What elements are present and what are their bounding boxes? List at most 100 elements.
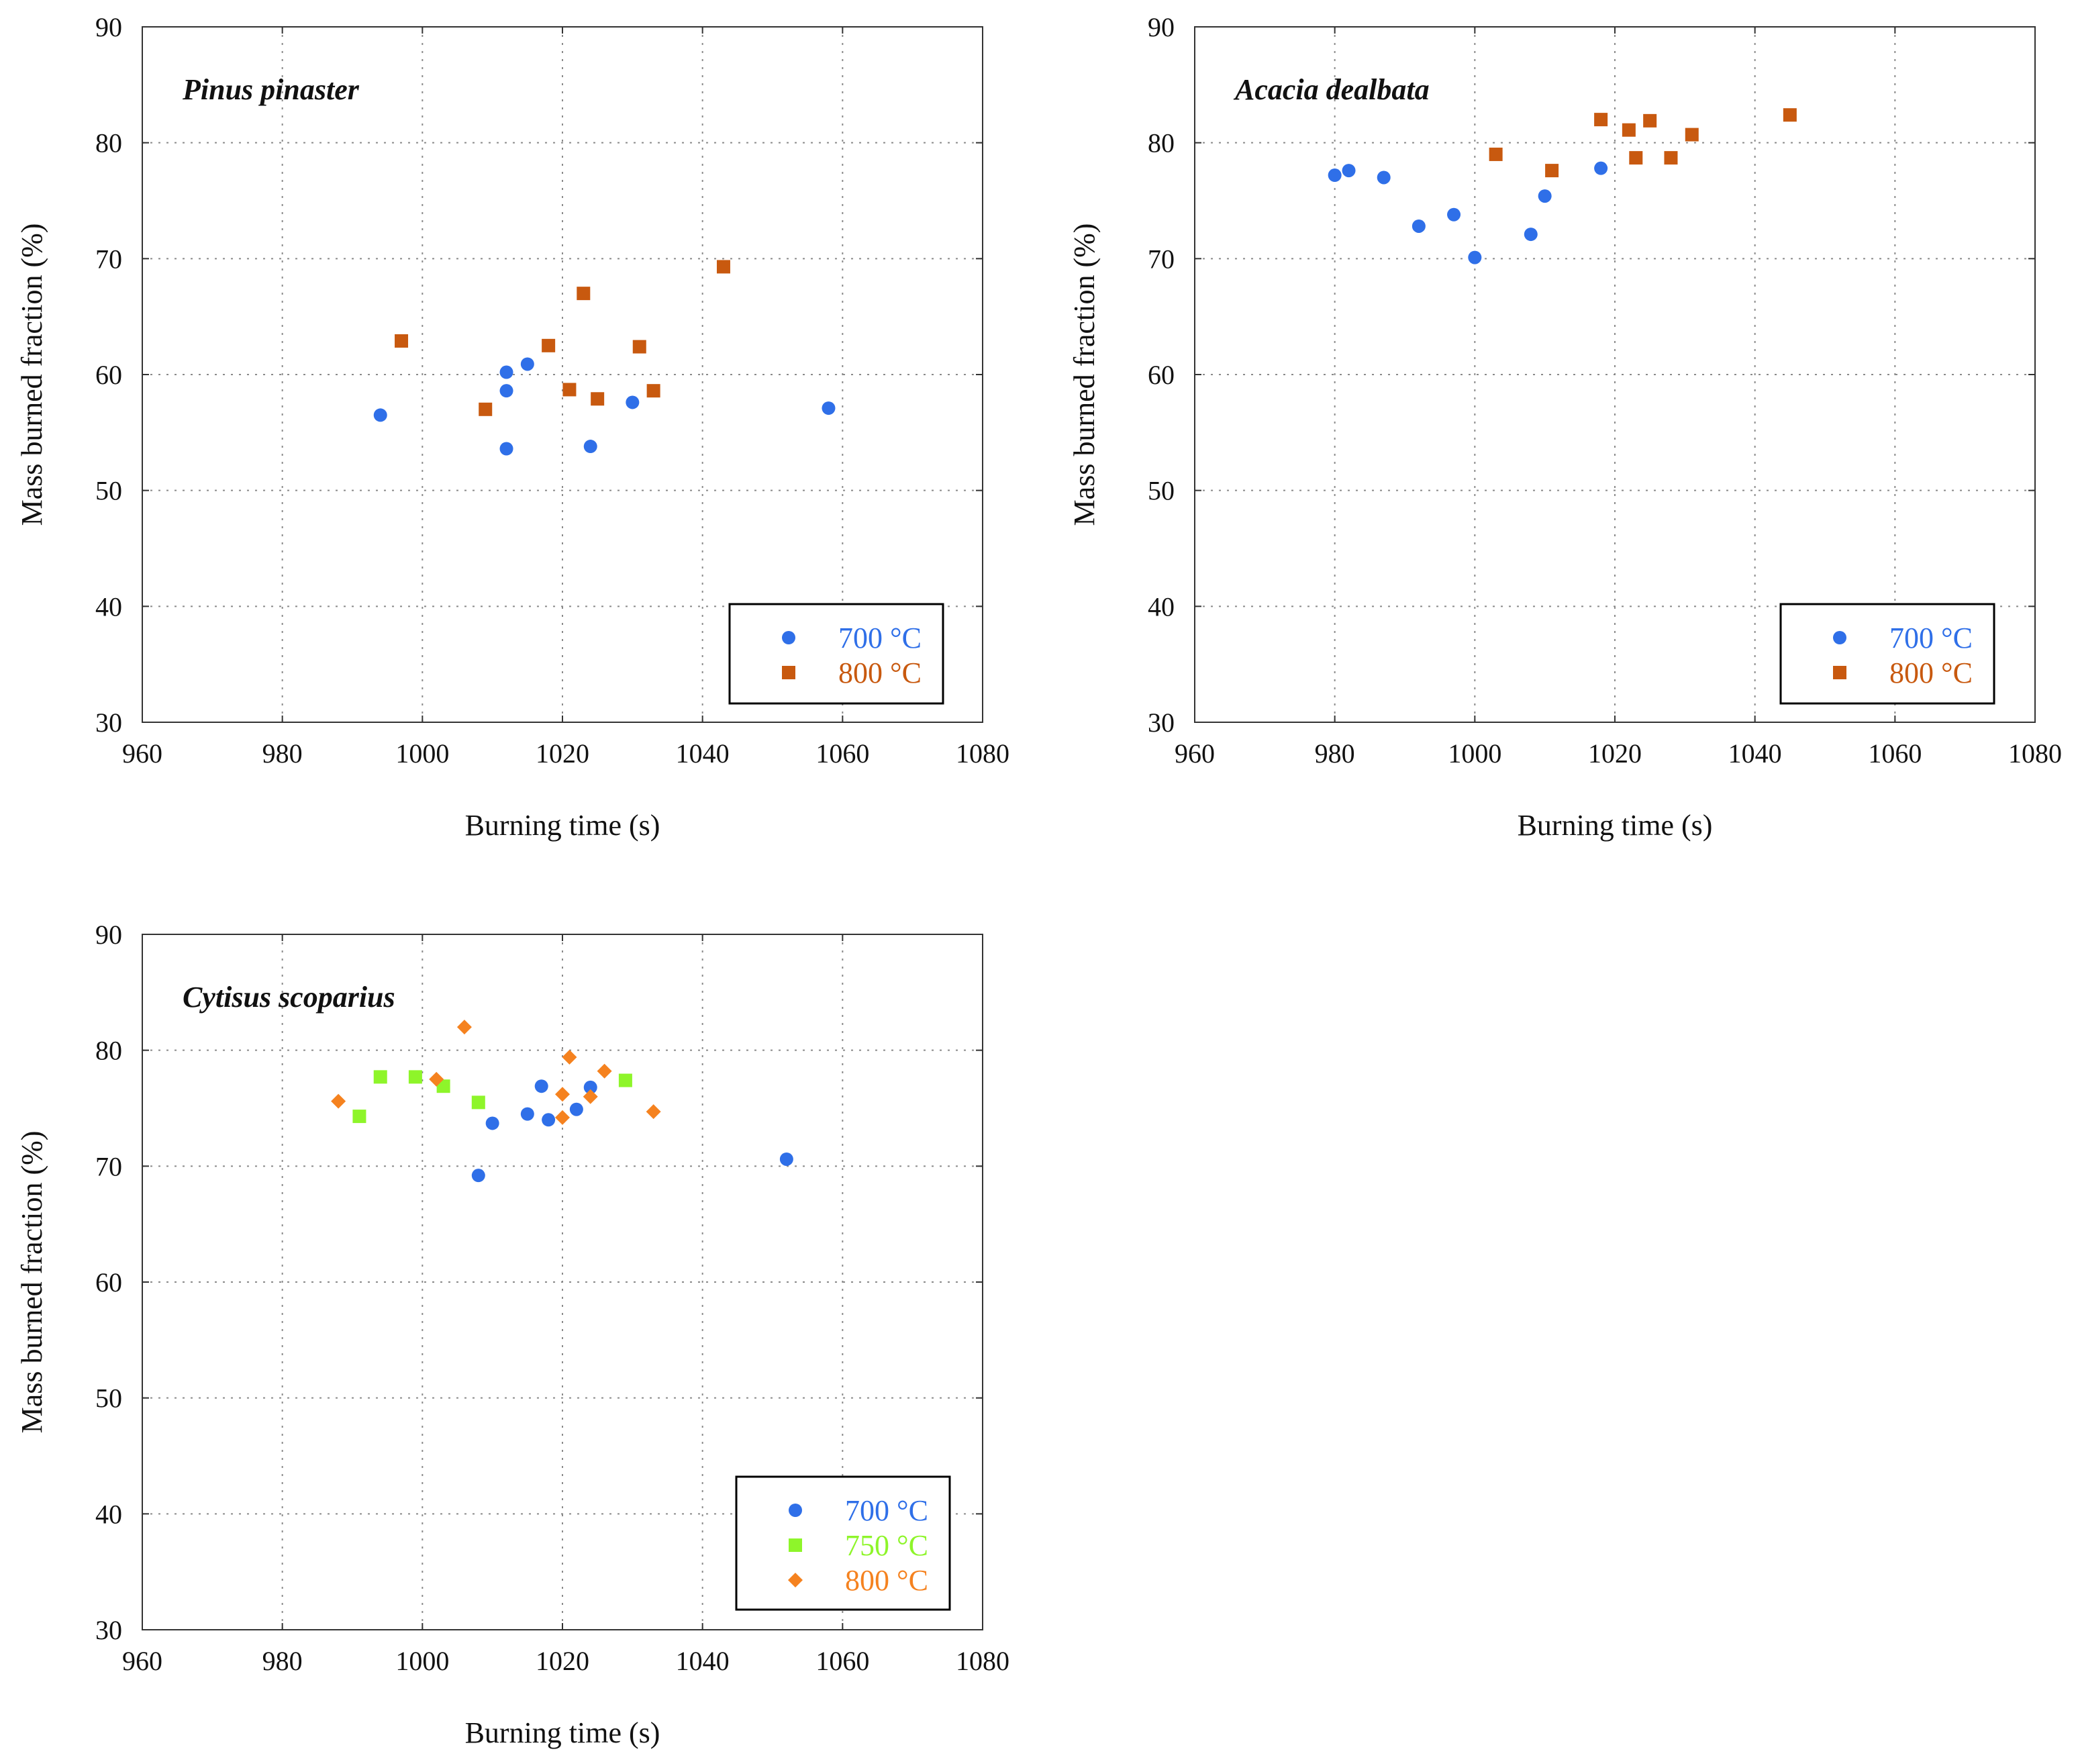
x-tick-label: 1000: [395, 1646, 449, 1676]
data-point: [583, 440, 597, 454]
data-point: [1685, 128, 1699, 142]
data-point: [471, 1169, 485, 1183]
x-tick-label: 1020: [536, 1646, 589, 1676]
legend-marker: [1833, 666, 1846, 679]
x-tick-label: 1080: [956, 1646, 1009, 1676]
legend-label: 700 °C: [845, 1494, 928, 1527]
data-point: [499, 442, 513, 456]
data-point: [1629, 151, 1643, 165]
gridlines: [142, 27, 983, 722]
data-point: [479, 402, 493, 416]
data-point: [395, 334, 409, 348]
gridlines: [1195, 27, 2035, 722]
panel-title: Cytisus scoparius: [183, 981, 395, 1014]
y-tick-label: 50: [95, 476, 122, 506]
x-tick-label: 960: [122, 1646, 162, 1676]
legend-marker: [789, 1504, 802, 1517]
legend-marker: [789, 1538, 802, 1552]
data-point: [1377, 170, 1391, 185]
x-tick-label: 1060: [815, 1646, 869, 1676]
series-2-points: [352, 1070, 632, 1124]
y-tick-label: 90: [1148, 12, 1175, 42]
y-axis-label: Mass burned fraction (%): [15, 224, 48, 526]
y-tick-label: 70: [1148, 244, 1175, 274]
y-tick-label: 30: [95, 1615, 122, 1645]
data-point: [456, 1020, 472, 1035]
y-tick-label: 60: [1148, 360, 1175, 390]
legend-marker: [788, 1573, 803, 1587]
data-point: [716, 260, 730, 274]
data-point: [1545, 164, 1559, 178]
scatter-panel-1: 960 980 1000 1020 1040 1060 1080 30 40 50 60 70 80 90…: [15, 12, 1009, 842]
data-point: [632, 340, 646, 354]
x-tick-label: 980: [1315, 738, 1355, 769]
data-point: [1538, 189, 1552, 203]
x-tick-label: 1060: [1868, 738, 1922, 769]
data-point: [1594, 113, 1608, 127]
y-tick-label: 30: [1148, 707, 1175, 738]
x-tick-label: 1040: [676, 1646, 730, 1676]
y-tick-label: 80: [95, 128, 122, 158]
data-point: [569, 1102, 583, 1116]
data-point: [1783, 108, 1797, 122]
data-point: [555, 1087, 570, 1102]
data-point: [618, 1073, 632, 1087]
x-axis-label: Burning time (s): [1518, 809, 1713, 842]
legend-box: [1779, 603, 1995, 705]
data-point: [499, 365, 513, 379]
data-point: [1468, 250, 1482, 264]
legend-label: 700 °C: [838, 622, 922, 654]
x-tick-label: 1000: [1448, 738, 1501, 769]
data-point: [646, 384, 660, 398]
legend-label: 800 °C: [1889, 656, 1973, 689]
x-tick-label: 960: [122, 738, 162, 769]
data-point: [1664, 151, 1678, 165]
x-tick-label: 1040: [1728, 738, 1782, 769]
data-point: [562, 383, 577, 397]
data-point: [591, 392, 605, 406]
y-tick-label: 40: [95, 1499, 122, 1529]
legend-label: 750 °C: [845, 1529, 928, 1562]
y-tick-label: 70: [95, 244, 122, 274]
data-point: [626, 395, 640, 409]
data-point: [542, 1113, 556, 1127]
y-tick-label: 60: [95, 360, 122, 390]
data-point: [1524, 228, 1538, 242]
legend-marker: [782, 666, 795, 679]
y-tick-label: 60: [95, 1267, 122, 1297]
x-tick-label: 980: [262, 738, 303, 769]
data-point: [577, 287, 591, 301]
y-axis-label: Mass burned fraction (%): [15, 1131, 48, 1434]
data-point: [583, 1080, 597, 1094]
data-point: [562, 1050, 577, 1065]
data-point: [779, 1152, 793, 1166]
y-tick-label: 80: [1148, 128, 1175, 158]
data-point: [373, 408, 387, 422]
y-tick-label: 80: [95, 1036, 122, 1066]
data-point: [1447, 207, 1461, 222]
series-1-points: [1328, 161, 1608, 264]
y-tick-label: 40: [95, 591, 122, 622]
data-point: [597, 1063, 612, 1079]
data-point: [583, 1089, 598, 1104]
x-tick-label: 1020: [1588, 738, 1642, 769]
scatter-panel-3: 960 980 1000 1020 1040 1060 1080 30 40 50 60 70 80 90…: [15, 920, 1009, 1749]
x-tick-label: 1080: [2008, 738, 2062, 769]
y-tick-label: 40: [1148, 591, 1175, 622]
y-axis-label: Mass burned fraction (%): [1068, 224, 1101, 526]
y-tick-label: 50: [1148, 476, 1175, 506]
data-point: [331, 1093, 346, 1109]
scatter-panel-2: 960 980 1000 1020 1040 1060 1080 30 40 50 60 70 80 90…: [1068, 12, 2062, 842]
y-tick-label: 90: [95, 12, 122, 42]
data-point: [485, 1116, 499, 1130]
data-point: [542, 338, 556, 352]
legend-label: 800 °C: [845, 1564, 928, 1597]
x-axis-label: Burning time (s): [465, 1716, 660, 1749]
x-tick-label: 980: [262, 1646, 303, 1676]
y-tick-label: 70: [95, 1151, 122, 1181]
data-point: [408, 1070, 422, 1084]
x-tick-label: 1060: [815, 738, 869, 769]
